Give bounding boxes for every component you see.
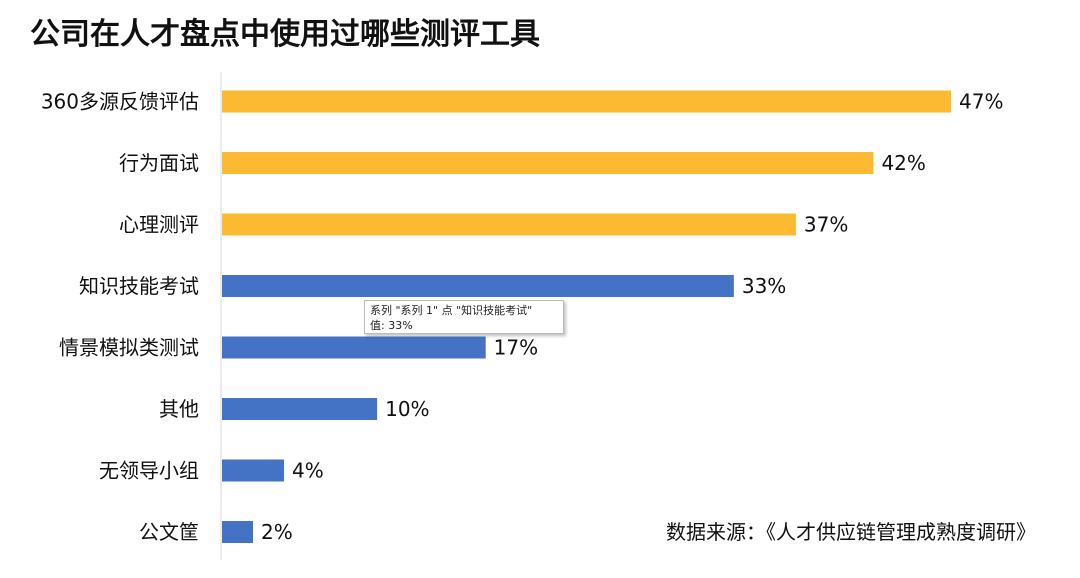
- bar[interactable]: [222, 152, 874, 174]
- bar[interactable]: [222, 398, 378, 420]
- bars-group: 360多源反馈评估 47% 行为面试 42% 心理测评 37% 知识技能考试 33% 情景模拟类…: [41, 90, 1004, 545]
- data-label: 17%: [494, 336, 538, 360]
- bar[interactable]: [222, 336, 486, 359]
- bar[interactable]: [222, 213, 796, 236]
- data-point-tooltip: 系列 "系列 1" 点 "知识技能考试" 值: 33%: [364, 300, 564, 334]
- data-label: 10%: [385, 397, 429, 421]
- category-label: 情景模拟类测试: [59, 336, 199, 360]
- data-label: 4%: [292, 459, 324, 483]
- chart-title: 公司在人才盘点中使用过哪些测评工具: [30, 17, 540, 52]
- category-label: 360多源反馈评估: [41, 90, 199, 114]
- bar[interactable]: [222, 275, 734, 297]
- category-label: 知识技能考试: [79, 274, 199, 298]
- category-label: 公文筐: [139, 520, 199, 544]
- tooltip-value: 值: 33%: [370, 319, 413, 332]
- category-label: 行为面试: [119, 151, 199, 175]
- tooltip-series-point: 系列 "系列 1" 点 "知识技能考试": [370, 304, 533, 317]
- data-label: 33%: [742, 274, 786, 298]
- bar[interactable]: [222, 90, 951, 113]
- source-note: 数据来源：《人才供应链管理成熟度调研》: [666, 520, 1036, 544]
- data-label: 47%: [959, 90, 1003, 114]
- category-label: 无领导小组: [99, 459, 199, 483]
- category-label: 其他: [159, 397, 199, 421]
- bar[interactable]: [222, 521, 254, 543]
- data-label: 37%: [804, 213, 848, 237]
- data-label: 2%: [261, 520, 293, 544]
- data-label: 42%: [881, 151, 925, 175]
- category-label: 心理测评: [119, 213, 199, 237]
- bar[interactable]: [222, 459, 285, 482]
